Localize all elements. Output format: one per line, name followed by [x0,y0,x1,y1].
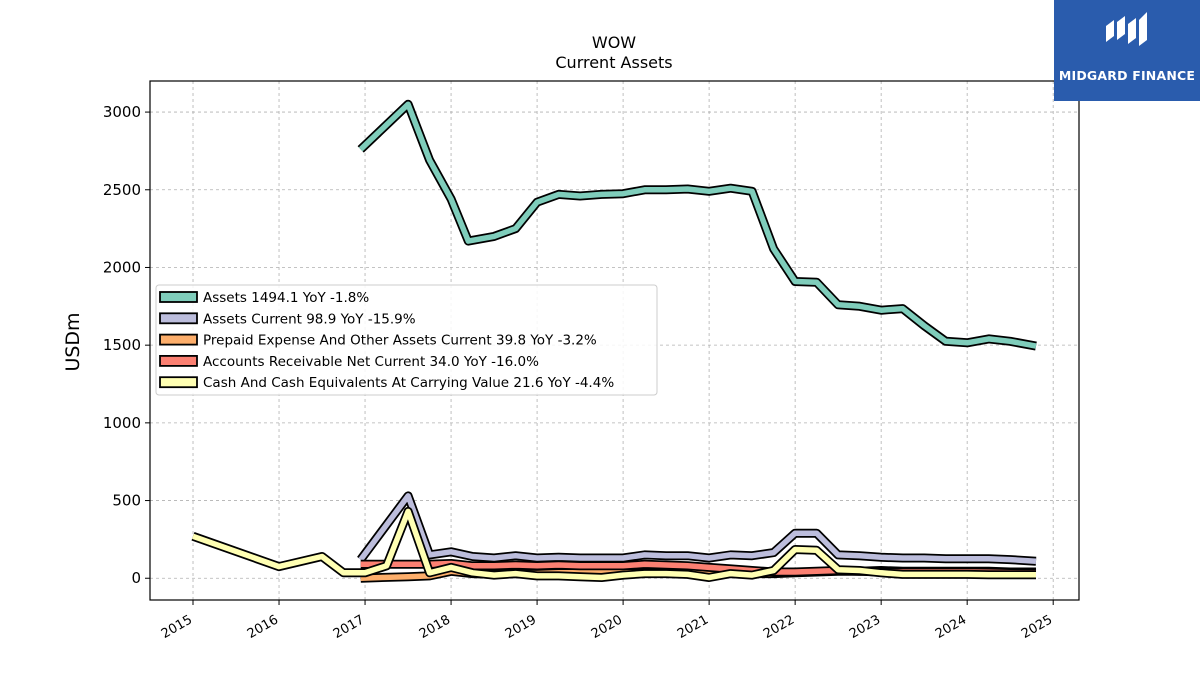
plot-frame [149,80,1080,601]
logo-text: MIDGARD FINANCE [1058,68,1196,83]
legend-label-2: Prepaid Expense And Other Assets Current… [203,333,597,349]
x-tick-label: 2017 [331,612,367,642]
series-line-1 [358,493,1037,564]
chart-subtitle: Current Assets [555,53,672,72]
y-tick-label: 0 [131,569,141,587]
legend-label-4: Cash And Cash Equivalents At Carrying Va… [203,375,614,391]
x-tick-label: 2023 [847,612,883,642]
legend-swatch-2 [159,333,198,346]
legend-swatch-1 [159,312,198,325]
legend-box [155,284,658,396]
legend-label-1: Assets Current 98.9 YoY -15.9% [203,311,416,327]
y-tick-label: 3000 [103,103,141,121]
legend: Assets 1494.1 YoY -1.8% Assets Current 98… [155,284,658,396]
x-tick-label: 2016 [245,612,281,642]
legend-label-3: Accounts Receivable Net Current 34.0 YoY… [203,354,539,370]
x-tick-label: 2022 [761,612,797,642]
legend-swatch-4 [159,376,198,389]
y-tick-label: 1500 [103,336,141,354]
x-tick-label: 2019 [503,612,539,642]
y-tick-label: 500 [112,492,141,510]
y-tick-label: 2500 [103,181,141,199]
chart-title: WOW [592,33,636,52]
midgard-finance-logo: MIDGARD FINANCE [1054,0,1200,101]
midgard-logo-icon [1106,12,1147,46]
y-axis-label: USDm [62,312,84,371]
x-tick-label: 2025 [1019,612,1055,642]
series-line-0 [358,101,1037,349]
y-tick-label: 2000 [103,258,141,276]
series-layer [191,99,1037,583]
legend-swatch-3 [159,354,198,367]
x-tick-label: 2020 [589,612,625,642]
x-tick-label: 2018 [417,612,453,642]
x-tick-label: 2015 [159,612,195,642]
y-tick-label: 1000 [103,414,141,432]
legend-label-0: Assets 1494.1 YoY -1.8% [203,290,369,306]
series-line-4 [192,508,1036,581]
legend-swatch-0 [159,291,198,303]
x-tick-label: 2021 [675,612,711,642]
x-tick-label: 2024 [933,612,969,642]
